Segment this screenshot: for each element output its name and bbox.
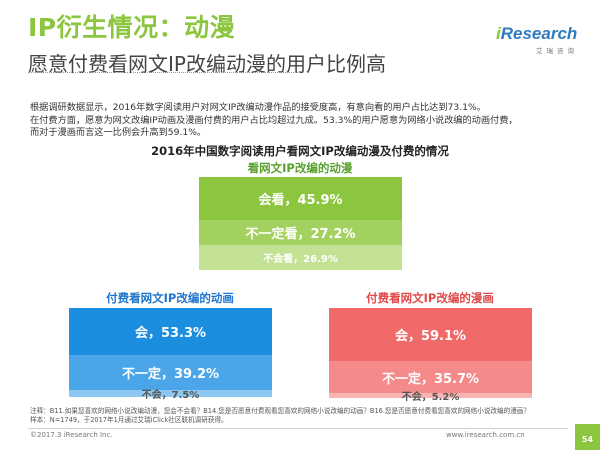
footnote-line: 样本：N=1749，于2017年1月通过艾瑞iClick社区联机调研获得。 [30, 416, 228, 424]
bar-segment: 不一定，39.2% [69, 355, 272, 390]
page-number: 54 [581, 435, 594, 444]
footnote-line: 注释：B11.如果您喜欢的网络小说改编动漫，您会不会看？B14.您是否愿意付费观… [30, 407, 530, 415]
chart-title-watch: 看网文IP改编的动漫 [247, 161, 353, 175]
bar-label: 不会，5.2% [401, 392, 460, 403]
bar-label: 会，59.1% [394, 329, 467, 344]
intro-line: 而对于漫画而言这一比例会升高到59.1%。 [30, 127, 207, 138]
stacked-bar-watch: 会看，45.9% 不一定看，27.2% 不会看，26.9% [199, 177, 402, 270]
title-divider [28, 72, 300, 73]
bar-segment: 不会，7.5% [69, 390, 272, 401]
chart-title-animation: 付费看网文IP改编的动画 [106, 291, 234, 305]
logo-brand: Research [500, 24, 578, 43]
page-number-box: 54 [575, 424, 600, 450]
logo-tagline: 艾瑞咨询 [536, 47, 578, 55]
bar-label: 会，53.3% [134, 326, 207, 341]
bar-label: 不一定看，27.2% [245, 227, 356, 242]
bar-segment: 不一定，35.7% [329, 361, 532, 393]
bar-segment: 不会，5.2% [329, 392, 532, 403]
chart-title-comic: 付费看网文IP改编的漫画 [366, 291, 494, 305]
bar-label: 会看，45.9% [258, 193, 343, 208]
bar-label: 不一定，35.7% [381, 371, 480, 387]
page-title: IP衍生情况：动漫 [28, 13, 236, 42]
iresearch-logo: iResearch 艾瑞咨询 [496, 24, 582, 55]
bar-segment: 会，59.1% [329, 308, 532, 361]
bar-label: 不会，7.5% [141, 390, 200, 401]
chart-main-title: 2016年中国数字阅读用户看网文IP改编动漫及付费的情况 [151, 144, 449, 158]
footnote: 注释：B11.如果您喜欢的网络小说改编动漫，您会不会看？B14.您是否愿意付费观… [30, 407, 582, 425]
bar-segment: 不会看，26.9% [199, 245, 402, 270]
website: www.iresearch.com.cn [446, 431, 525, 439]
bar-label: 不一定，39.2% [121, 367, 220, 382]
bar-segment: 会，53.3% [69, 308, 272, 355]
intro-text: 根据调研数据显示，2016年数字阅读用户对网文IP改编动漫作品的接受度高，有意向… [30, 102, 578, 140]
bar-segment: 不一定看，27.2% [199, 220, 402, 245]
intro-line: 在付费方面，愿意为网文改编IP动画及漫画付费的用户占比均超过九成。53.3%的用… [30, 114, 518, 126]
bar-segment: 会看，45.9% [199, 177, 402, 220]
footer-divider [28, 428, 568, 429]
stacked-bar-comic: 会，59.1% 不一定，35.7% 不会，5.2% [329, 308, 532, 403]
bar-label: 不会看，26.9% [263, 254, 338, 265]
copyright: ©2017.3 iResearch Inc. [30, 431, 113, 439]
intro-line: 根据调研数据显示，2016年数字阅读用户对网文IP改编动漫作品的接受度高，有意向… [30, 102, 486, 113]
logo-i: i [496, 24, 501, 43]
stacked-bar-animation: 会，53.3% 不一定，39.2% 不会，7.5% [69, 308, 272, 401]
